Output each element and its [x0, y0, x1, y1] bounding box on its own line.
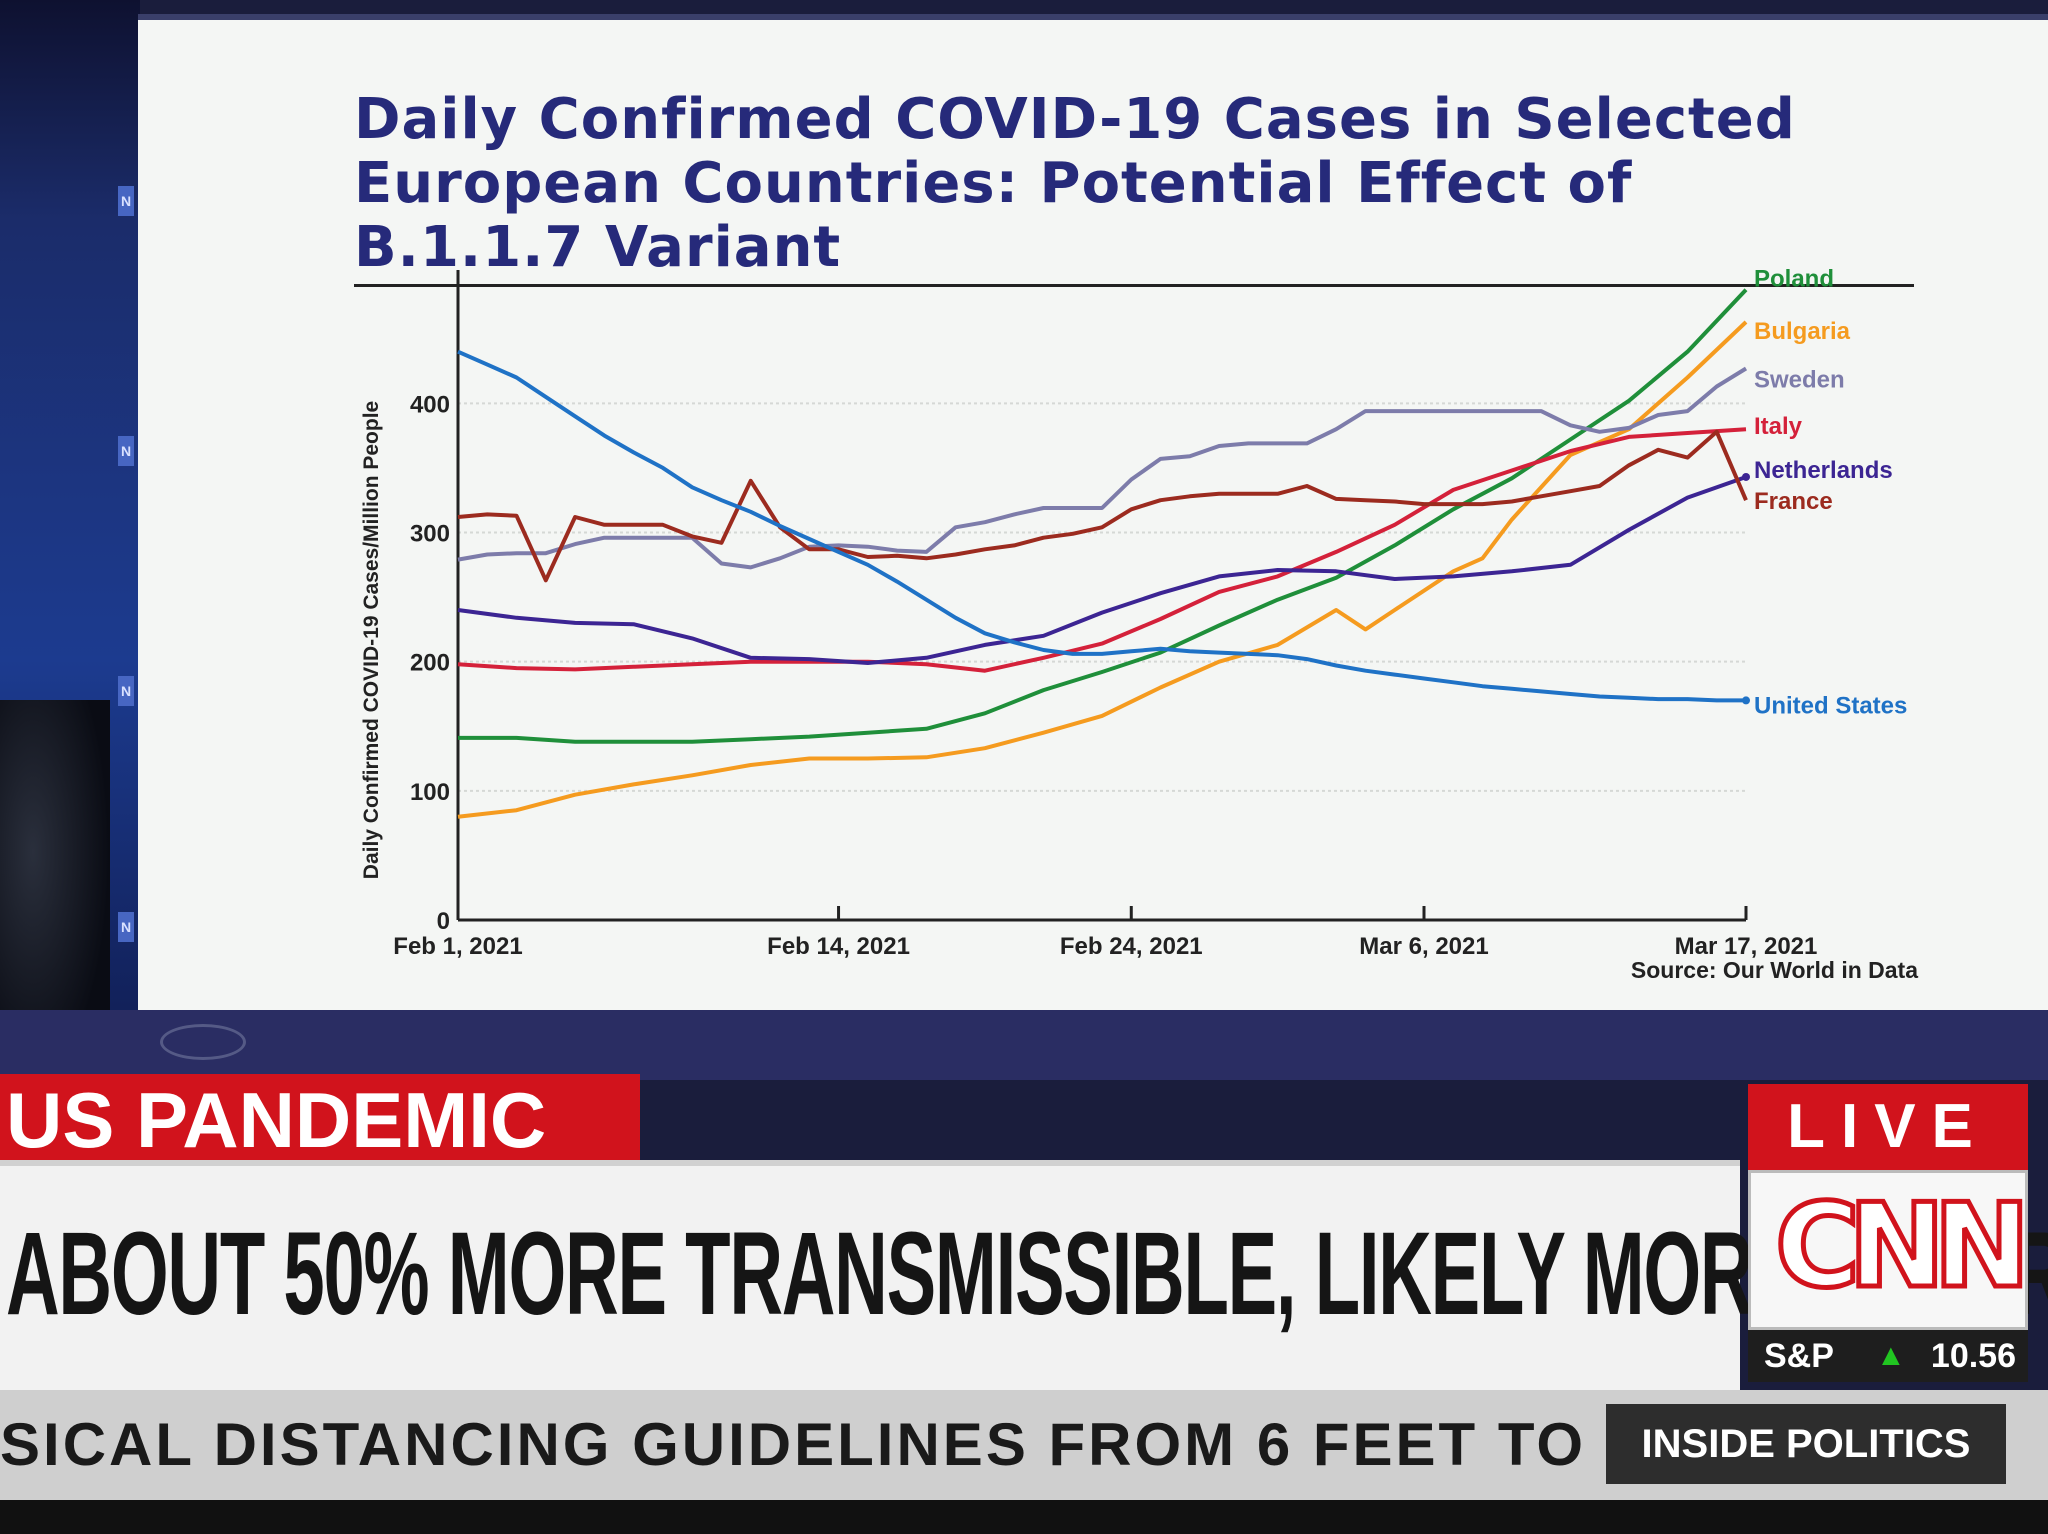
market-up-arrow-icon: ▲ [1876, 1339, 1906, 1372]
chart-title-line: Daily Confirmed COVID-19 Cases in Select… [354, 87, 1796, 152]
y-tick-label: 100 [410, 779, 450, 806]
series-end-marker [1742, 696, 1750, 705]
topic-tag: US PANDEMIC [0, 1074, 640, 1166]
background-n-marker-icon: N [118, 436, 134, 466]
series-end-label: United States [1754, 692, 1907, 719]
market-symbol: S&P [1764, 1337, 1834, 1375]
headline-text: ABOUT 50% MORE TRANSMISSIBLE, LIKELY MOR… [6, 1208, 2048, 1340]
series-line-united-states [457, 349, 1746, 703]
lower-third-band [0, 1010, 2048, 1080]
x-tick-label: Feb 14, 2021 [767, 933, 910, 960]
series-end-marker [1742, 472, 1750, 481]
chart-title-line: B.1.1.7 Variant [354, 215, 842, 280]
background-n-marker-icon: N [118, 676, 134, 706]
title-divider [354, 284, 1914, 287]
series-line-netherlands [457, 475, 1747, 665]
x-tick-label: Mar 6, 2021 [1359, 933, 1488, 960]
series-line-france [457, 429, 1748, 583]
headline-bar: ABOUT 50% MORE TRANSMISSIBLE, LIKELY MOR… [0, 1160, 2048, 1396]
series-line-bulgaria [457, 320, 1748, 819]
y-tick-label: 0 [437, 908, 450, 935]
y-tick-label: 300 [410, 521, 450, 548]
market-ticker: S&P ▲ 10.56 [1748, 1330, 2028, 1382]
series-end-label: Netherlands [1754, 457, 1893, 484]
series-line-sweden [457, 366, 1748, 570]
x-tick-label: Feb 24, 2021 [1060, 933, 1203, 960]
series-line-italy [457, 427, 1747, 673]
series-end-label: Poland [1754, 266, 1834, 293]
background-n-marker-icon: N [118, 912, 134, 942]
y-axis-label: Daily Confirmed COVID-19 Cases/Million P… [360, 401, 383, 879]
market-value: 10.56 [1930, 1337, 2016, 1375]
background-n-marker-icon: N [118, 186, 134, 216]
ticker-text: SICAL DISTANCING GUIDELINES FROM 6 FEET … [0, 1411, 1828, 1478]
series-end-label: Bulgaria [1754, 318, 1851, 345]
network-bug-icon [160, 1024, 246, 1060]
chart-title-line: European Countries: Potential Effect of [354, 151, 1633, 216]
ticker-bottom-strip [0, 1500, 2048, 1534]
y-tick-label: 400 [410, 391, 450, 418]
y-tick-label: 200 [410, 650, 450, 677]
cnn-logo: CNN [1772, 1179, 2032, 1314]
network-logo-box: CNN [1748, 1170, 2033, 1330]
chart-source: Source: Our World in Data [1631, 957, 1918, 983]
series-end-label: Italy [1754, 413, 1803, 440]
series-line-poland [458, 288, 1748, 744]
live-badge: LIVE [1748, 1084, 2028, 1170]
x-tick-label: Mar 17, 2021 [1675, 933, 1818, 960]
series-end-label: France [1754, 488, 1833, 515]
x-tick-label: Feb 1, 2021 [393, 933, 522, 960]
series-end-label: Sweden [1754, 366, 1845, 393]
chart-slide: Daily Confirmed COVID-19 Cases in Select… [138, 14, 2048, 1016]
chart-title: Daily Confirmed COVID-19 Cases in Select… [354, 88, 2048, 280]
line-chart: 0 100 200 300 400 Feb 1, 2021 Feb 14, 2021 Feb … [360, 266, 1918, 983]
show-name: INSIDE POLITICS [1606, 1404, 2006, 1484]
